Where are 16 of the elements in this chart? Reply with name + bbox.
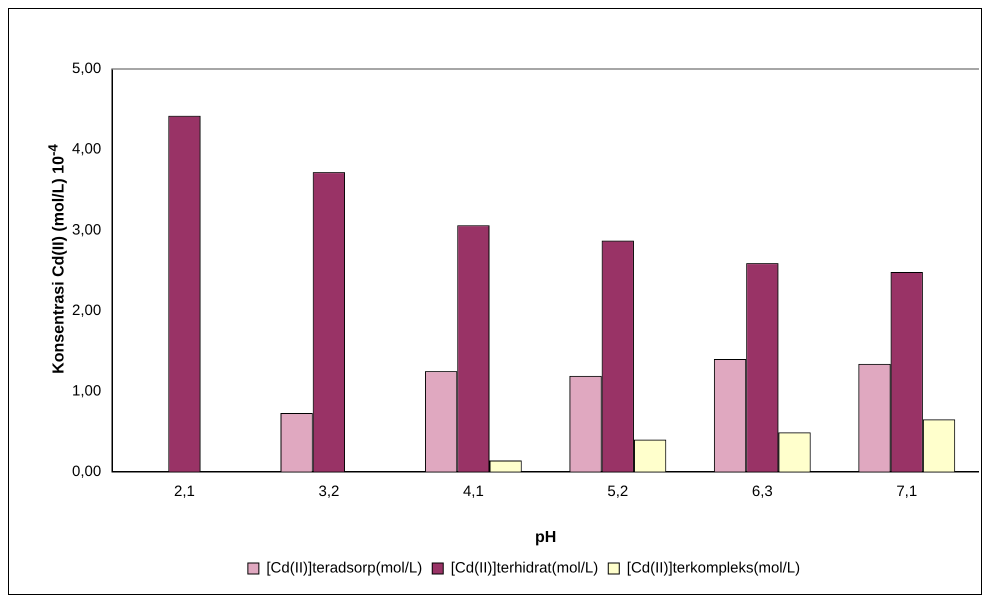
- x-axis-title: pH: [534, 528, 556, 546]
- y-tick-label: 3,00: [72, 221, 102, 238]
- legend-label: [Cd(II)]terhidrat(mol/L): [450, 560, 598, 577]
- x-tick-label: 6,3: [752, 482, 773, 500]
- y-tick-label: 2,00: [72, 302, 102, 319]
- y-tick-label: 5,00: [72, 60, 102, 78]
- x-tick-label: 7,1: [896, 482, 918, 500]
- y-tick-label: 0,00: [72, 462, 102, 480]
- legend-label: [Cd(II)]teradsorp(mol/L): [266, 560, 422, 577]
- x-tick-label: 5,2: [607, 482, 628, 500]
- y-tick-label: 1,00: [72, 382, 102, 400]
- x-tick-label: 3,2: [318, 482, 340, 500]
- x-tick-label: 4,1: [462, 482, 484, 500]
- legend-label: [Cd(II)]terkompleks(mol/L): [626, 560, 800, 577]
- x-tick-label: 2,1: [174, 482, 195, 500]
- y-tick-label: 4,00: [72, 140, 102, 158]
